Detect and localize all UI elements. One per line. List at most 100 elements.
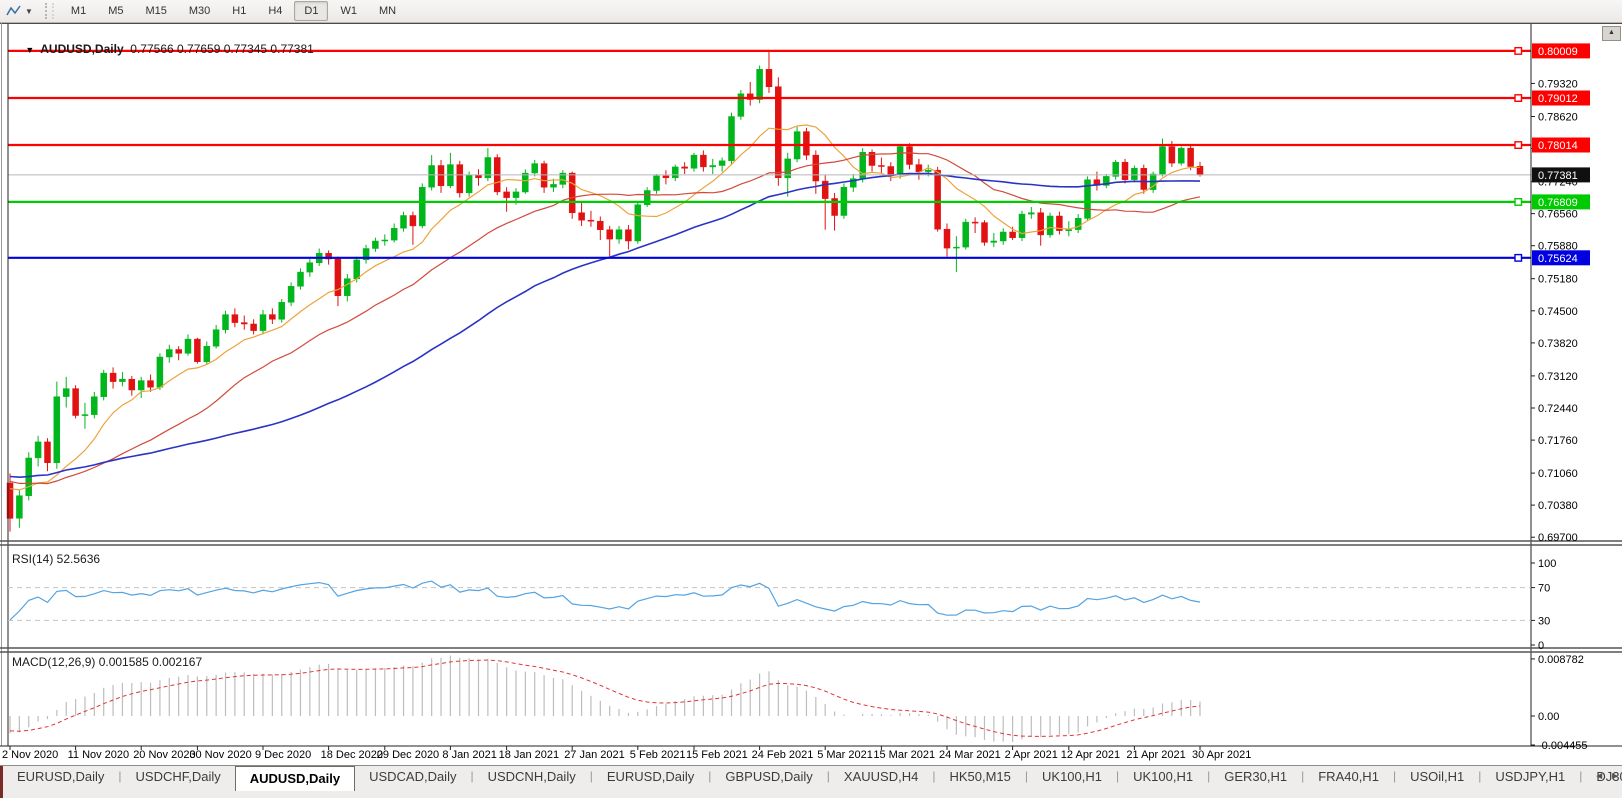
hline-resistance-0.80009[interactable] (8, 47, 1531, 55)
svg-text:30 Apr 2021: 30 Apr 2021 (1192, 749, 1251, 761)
svg-text:0.75880: 0.75880 (1538, 241, 1578, 253)
chart-canvas[interactable]: 0.793200.786200.779400.772400.765600.758… (0, 22, 1622, 765)
rsi-pane: 100 70 30 0 (8, 558, 1556, 652)
tab-separator: | (470, 769, 474, 783)
timeframe-button-w1[interactable]: W1 (340, 5, 357, 17)
timeframe-button-h4[interactable]: H4 (268, 5, 283, 17)
svg-text:0.77381: 0.77381 (1538, 170, 1578, 182)
tab-fra40-h1[interactable]: FRA40,H1 (1318, 769, 1379, 784)
svg-text:15 Mar 2021: 15 Mar 2021 (873, 749, 935, 761)
tab-ger30-h1[interactable]: GER30,H1 (1224, 769, 1288, 784)
svg-text:30 Nov 2020: 30 Nov 2020 (189, 749, 251, 761)
hline-handle[interactable] (1514, 47, 1523, 55)
tab-eurusd-daily[interactable]: EURUSD,Daily (17, 769, 105, 784)
svg-text:-0.004455: -0.004455 (1538, 740, 1588, 752)
tab-bar-edge (0, 766, 3, 798)
chart-window: 0.793200.786200.779400.772400.765600.758… (0, 22, 1622, 765)
rsi-line (9, 580, 1201, 621)
svg-text:20 Nov 2020: 20 Nov 2020 (133, 749, 195, 761)
svg-text:24 Mar 2021: 24 Mar 2021 (939, 749, 1001, 761)
collapse-triangle-icon[interactable]: ▼ (25, 45, 35, 55)
timeframe-buttons: M1 M5 M15 M30 H1 H4 D1 W1 MN (60, 1, 407, 21)
tab-usdcnh-daily[interactable]: USDCNH,Daily (487, 769, 576, 784)
indicator-dropdown-button[interactable]: ▼ (0, 0, 39, 22)
tab-dj30-weekly[interactable]: DJ30,Weekly (1596, 769, 1622, 784)
tab-usoil-h1[interactable]: USOil,H1 (1410, 769, 1465, 784)
tab-eurusd-daily[interactable]: EURUSD,Daily (606, 769, 695, 784)
svg-text:0.73820: 0.73820 (1538, 338, 1578, 350)
timeframe-button-m15[interactable]: M15 (145, 5, 167, 17)
tab-hk50-m15[interactable]: HK50,M15 (949, 769, 1011, 784)
ma-medium-line (9, 152, 1201, 485)
tab-separator: | (1392, 769, 1397, 783)
tabs-container: EURUSD,Daily | USDCHF,Daily AUDUSD,Daily USD… (3, 766, 1622, 791)
tab-uk100-h1[interactable]: UK100,H1 (1133, 769, 1194, 784)
tab-gbpusd-daily[interactable]: GBPUSD,Daily (725, 769, 813, 784)
tab-scroll-left-button[interactable]: ◄ (1594, 771, 1605, 782)
tab-separator: | (708, 769, 712, 783)
svg-text:2 Apr 2021: 2 Apr 2021 (1005, 749, 1058, 761)
svg-text:0.78014: 0.78014 (1538, 140, 1578, 152)
tab-usdchf-daily[interactable]: USDCHF,Daily (135, 769, 221, 784)
scroll-up-button[interactable]: ▲ (1602, 26, 1621, 41)
tab-scroll-right-button[interactable]: ► (1610, 771, 1620, 782)
svg-text:0.71760: 0.71760 (1538, 435, 1578, 447)
tab-separator: | (932, 769, 936, 783)
tab-audusd-daily[interactable]: AUDUSD,Daily (234, 766, 356, 791)
hline-handle[interactable] (1514, 94, 1523, 103)
hline-support-0.75624[interactable] (8, 253, 1531, 262)
svg-text:12 Apr 2021: 12 Apr 2021 (1061, 749, 1120, 761)
timeframe-button-m5[interactable]: M5 (108, 5, 124, 17)
svg-text:0.00: 0.00 (1538, 711, 1559, 723)
hline-resistance-0.78014[interactable] (8, 141, 1531, 150)
tab-separator: | (1116, 769, 1120, 783)
price-badge-0.79012: 0.79012 (1532, 90, 1590, 106)
dropdown-caret-icon: ▼ (25, 6, 33, 16)
svg-text:0.79320: 0.79320 (1538, 78, 1578, 90)
chart-tab-bar: EURUSD,Daily | USDCHF,Daily AUDUSD,Daily USD… (0, 765, 1622, 798)
timeframe-button-m1[interactable]: M1 (70, 5, 87, 17)
hline-handle[interactable] (1514, 141, 1523, 150)
svg-text:9 Dec 2020: 9 Dec 2020 (255, 749, 311, 761)
ma-fast-line (9, 124, 1201, 491)
svg-text:18 Dec 2020: 18 Dec 2020 (321, 749, 383, 761)
toolbar-grip[interactable] (44, 3, 54, 19)
chart-title: ▼ AUDUSD,Daily 0.77566 0.77659 0.77345 0.… (12, 28, 314, 70)
svg-text:70: 70 (1538, 583, 1550, 595)
tab-separator: | (589, 769, 593, 783)
timeframe-button-h1[interactable]: H1 (232, 5, 247, 17)
tab-uk100-h1[interactable]: UK100,H1 (1042, 769, 1102, 784)
tab-separator: | (826, 769, 830, 783)
svg-text:0.73120: 0.73120 (1538, 371, 1578, 383)
tab-xauusd-h4[interactable]: XAUUSD,H4 (843, 769, 919, 784)
svg-text:0.71060: 0.71060 (1538, 468, 1578, 480)
svg-text:0.008782: 0.008782 (1538, 654, 1584, 666)
timeframe-button-mn[interactable]: MN (378, 5, 397, 17)
tab-separator: | (1478, 769, 1482, 783)
timeframe-button-d1[interactable]: D1 (294, 1, 329, 21)
svg-text:0: 0 (1538, 640, 1544, 652)
svg-text:0.75624: 0.75624 (1538, 253, 1578, 265)
current-price-badge: 0.77381 (1532, 167, 1590, 183)
hline-handle[interactable] (1514, 253, 1523, 262)
toolbar: ▼ M1 M5 M15 M30 H1 H4 D1 W1 MN (0, 0, 1622, 23)
svg-text:0.76560: 0.76560 (1538, 209, 1578, 221)
svg-text:18 Jan 2021: 18 Jan 2021 (499, 749, 560, 761)
svg-text:0.76809: 0.76809 (1538, 197, 1578, 209)
hline-resistance-0.79012[interactable] (8, 94, 1531, 103)
tab-usdcad-daily[interactable]: USDCAD,Daily (369, 769, 457, 784)
hline-handle[interactable] (1514, 197, 1523, 206)
tab-usdjpy-h1[interactable]: USDJPY,H1 (1495, 769, 1566, 784)
svg-text:0.78620: 0.78620 (1538, 112, 1578, 124)
ohlc-values: 0.77566 0.77659 0.77345 0.77381 (130, 42, 314, 56)
svg-text:5 Mar 2021: 5 Mar 2021 (817, 749, 873, 761)
svg-text:11 Nov 2020: 11 Nov 2020 (68, 749, 130, 761)
svg-text:0.79012: 0.79012 (1538, 93, 1578, 105)
svg-text:8 Jan 2021: 8 Jan 2021 (442, 749, 496, 761)
hline-support-0.76809[interactable] (8, 197, 1531, 206)
svg-text:0.80009: 0.80009 (1538, 46, 1578, 58)
timeframe-button-m30[interactable]: M30 (188, 5, 211, 17)
symbol-title: AUDUSD,Daily (40, 42, 124, 56)
